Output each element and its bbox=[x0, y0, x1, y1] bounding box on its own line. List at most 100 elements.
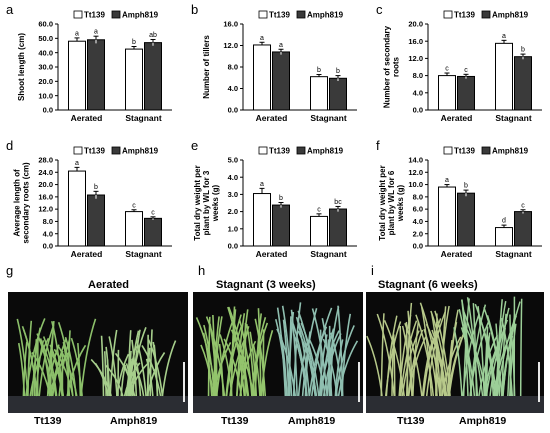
plant-photo-aerated bbox=[8, 292, 188, 413]
y-axis-label: Number of secondary bbox=[383, 25, 392, 108]
grass-blade bbox=[238, 318, 253, 397]
significance-letter: a bbox=[279, 42, 283, 49]
grass-blade bbox=[412, 321, 420, 397]
legend-swatch-0 bbox=[258, 10, 268, 19]
bar-amph819-aerated bbox=[87, 194, 105, 247]
significance-letter: bc bbox=[334, 199, 342, 206]
plant-photo-aerated-graphic bbox=[8, 292, 188, 413]
y-tick-label: 10.0 bbox=[38, 91, 53, 100]
legend-swatch-0 bbox=[258, 146, 268, 155]
y-axis-label: weeks (g) bbox=[396, 184, 405, 222]
photo-label-right: Amph819 bbox=[110, 415, 158, 427]
x-tick-label: Aerated bbox=[441, 113, 473, 123]
bar-amph819-aerated bbox=[457, 192, 475, 247]
significance-letter: a bbox=[260, 35, 264, 42]
legend-swatch-1 bbox=[111, 146, 121, 155]
grass-blade bbox=[337, 305, 344, 397]
legend-label: Amph819 bbox=[122, 147, 159, 156]
y-tick-label: 3.0 bbox=[228, 190, 238, 199]
x-tick-label: Aerated bbox=[256, 113, 288, 123]
significance-letter: a bbox=[75, 160, 79, 167]
plant-photo-stagnant-6wk bbox=[366, 292, 544, 413]
significance-letter: b bbox=[94, 184, 98, 191]
grass-blade bbox=[385, 315, 398, 397]
x-tick-label: Aerated bbox=[441, 249, 473, 259]
bar-tt139-aerated bbox=[253, 193, 271, 247]
bar-amph819-stagnant bbox=[514, 56, 532, 111]
legend-label: Amph819 bbox=[307, 147, 344, 156]
grass-blade bbox=[108, 336, 118, 397]
grass-blade bbox=[209, 323, 218, 397]
legend-swatch-0 bbox=[73, 10, 83, 19]
grass-blade bbox=[207, 316, 211, 397]
y-tick-label: 2.0 bbox=[228, 207, 238, 216]
legend-swatch-0 bbox=[443, 10, 453, 19]
grass-blade bbox=[274, 319, 288, 397]
significance-letter: a bbox=[94, 29, 98, 36]
grass-blade bbox=[66, 344, 87, 397]
bar-chart-d: d 0.0 4.0 8.0 12.0 16.0 20.0 24.0 28.0 Average le… bbox=[6, 138, 172, 259]
significance-letter: b bbox=[336, 68, 340, 75]
significance-letter: b bbox=[279, 195, 283, 202]
panel-letter-c: c bbox=[376, 2, 383, 17]
x-tick-label: Stagnant bbox=[125, 249, 162, 259]
grass-blade bbox=[104, 364, 124, 397]
significance-letter: c bbox=[317, 206, 321, 213]
grass-blade bbox=[330, 332, 343, 397]
y-axis-label: weeks (g) bbox=[211, 184, 220, 222]
grass-blade bbox=[29, 337, 50, 397]
y-tick-label: 8.0 bbox=[228, 63, 238, 72]
x-tick-label: Aerated bbox=[71, 249, 103, 259]
bar-tt139-stagnant bbox=[495, 42, 513, 111]
significance-letter: a bbox=[445, 177, 449, 184]
significance-letter: c bbox=[521, 202, 525, 209]
bar-amph819-stagnant bbox=[144, 42, 162, 111]
legend-label: Tt139 bbox=[269, 147, 290, 156]
grass-blade bbox=[484, 326, 489, 397]
legend-label: Amph819 bbox=[122, 11, 159, 20]
plant-photo-stagnant-6wk-graphic bbox=[366, 292, 544, 413]
grass-blade bbox=[128, 330, 140, 397]
y-tick-label: 14.0 bbox=[408, 156, 423, 165]
y-axis-label: Average length of bbox=[13, 169, 22, 237]
grass-blade bbox=[260, 330, 274, 397]
grass-blade bbox=[462, 313, 480, 397]
significance-letter: c bbox=[132, 202, 136, 209]
significance-letter: a bbox=[260, 181, 264, 188]
grass-blade bbox=[229, 334, 248, 397]
significance-letter: b bbox=[464, 183, 468, 190]
grass-blade bbox=[509, 314, 512, 397]
legend-swatch-0 bbox=[443, 146, 453, 155]
bar-tt139-aerated bbox=[68, 170, 86, 247]
grass-blade bbox=[495, 307, 510, 397]
x-tick-label: Stagnant bbox=[125, 113, 162, 123]
grass-blade bbox=[483, 307, 503, 397]
grass-blade bbox=[103, 351, 107, 397]
photo-label-left: Tt139 bbox=[34, 415, 62, 427]
grass-blade bbox=[147, 339, 164, 397]
grass-blade bbox=[300, 322, 320, 397]
significance-letter: a bbox=[502, 33, 506, 40]
y-tick-label: 16.0 bbox=[408, 37, 423, 46]
legend: Tt139 Amph819 bbox=[443, 146, 529, 156]
grass-blade bbox=[484, 332, 491, 397]
legend: Tt139 Amph819 bbox=[258, 10, 344, 20]
grass-blade bbox=[376, 313, 395, 397]
grass-blade bbox=[215, 317, 235, 397]
y-tick-label: 5.0 bbox=[228, 156, 238, 165]
y-tick-label: 12.0 bbox=[408, 168, 423, 177]
y-tick-label: 6.0 bbox=[413, 205, 423, 214]
bar-chart-a: a 0.0 10.0 20.0 30.0 40.0 50.0 60.0 Shoot length… bbox=[6, 2, 172, 123]
grass-blade bbox=[419, 302, 441, 397]
grass-blade bbox=[27, 355, 31, 397]
grass-blade bbox=[380, 313, 385, 397]
panel-letter-a: a bbox=[6, 2, 14, 17]
grass-blade bbox=[320, 328, 335, 397]
grass-blade bbox=[501, 335, 514, 397]
y-tick-label: 10.0 bbox=[408, 180, 423, 189]
grass-blade bbox=[453, 327, 463, 397]
bar-amph819-stagnant bbox=[329, 77, 347, 111]
y-tick-label: 0.0 bbox=[228, 242, 238, 251]
y-tick-label: 0.0 bbox=[43, 106, 53, 115]
